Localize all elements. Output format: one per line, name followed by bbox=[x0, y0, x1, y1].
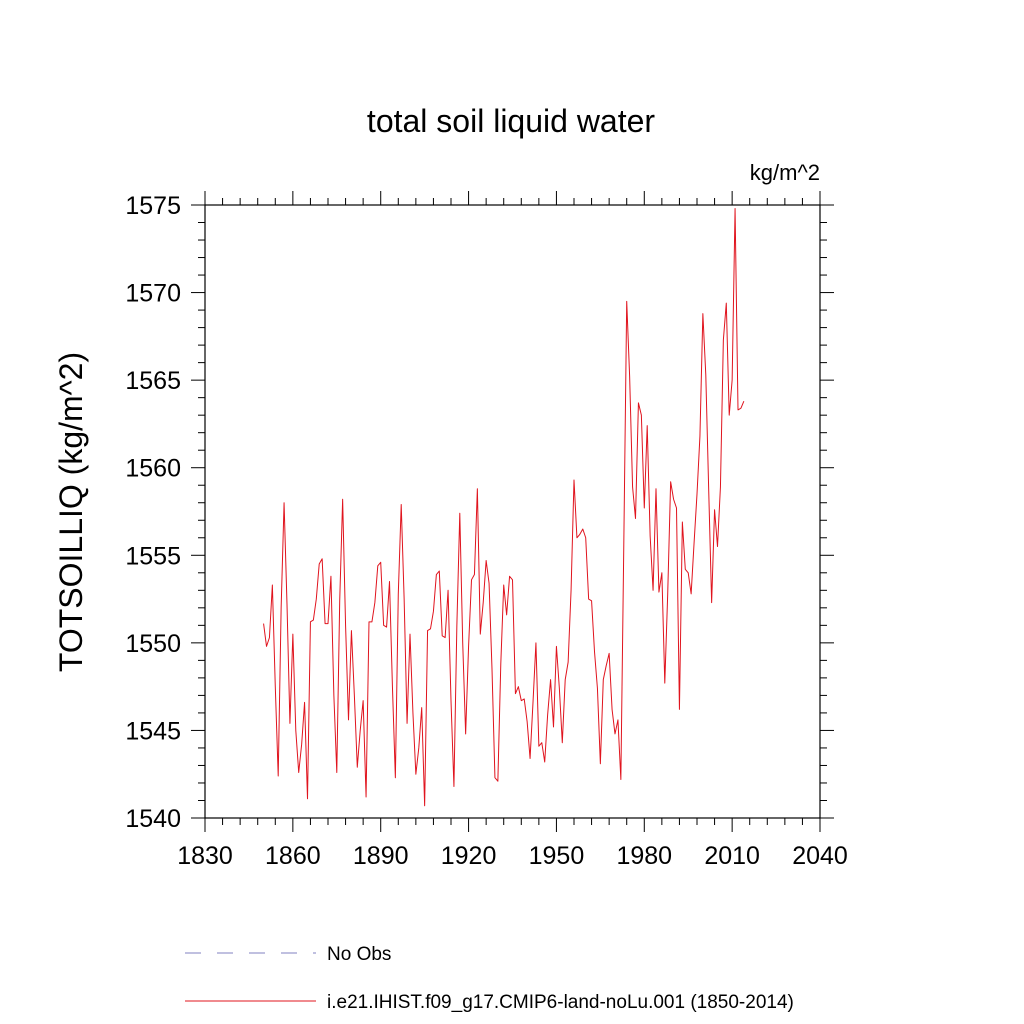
x-tick-labels: 1830 1860 1890 1920 1950 1980 2010 2040 bbox=[177, 842, 848, 870]
x-tick-label: 1920 bbox=[441, 842, 497, 870]
plot-frame bbox=[204, 204, 821, 819]
axis-ticks bbox=[191, 191, 834, 832]
y-tick-label: 1555 bbox=[125, 542, 181, 570]
series-line-0 bbox=[263, 208, 745, 807]
x-tick-label: 1860 bbox=[265, 842, 321, 870]
series-group bbox=[263, 208, 745, 807]
x-tick-label: 2040 bbox=[792, 842, 848, 870]
y-tick-label: 1545 bbox=[125, 717, 181, 745]
y-tick-label: 1550 bbox=[125, 630, 181, 658]
x-tick-label: 1980 bbox=[616, 842, 672, 870]
y-tick-label: 1575 bbox=[125, 192, 181, 220]
y-tick-label: 1540 bbox=[125, 805, 181, 833]
chart-title: total soil liquid water bbox=[367, 103, 655, 139]
y-tick-label: 1560 bbox=[125, 455, 181, 483]
units-label: kg/m^2 bbox=[750, 160, 820, 185]
x-tick-label: 1890 bbox=[353, 842, 409, 870]
y-tick-labels: 1540 1545 1550 1555 1560 1565 1570 1575 bbox=[125, 192, 181, 833]
legend-label-model: i.e21.IHIST.f09_g17.CMIP6-land-noLu.001 … bbox=[327, 992, 794, 1013]
y-tick-label: 1570 bbox=[125, 280, 181, 308]
x-tick-label: 1830 bbox=[177, 842, 233, 870]
legend: No Obs i.e21.IHIST.f09_g17.CMIP6-land-no… bbox=[185, 944, 794, 1013]
y-axis-label: TOTSOILLIQ (kg/m^2) bbox=[53, 352, 89, 672]
legend-label-no-obs: No Obs bbox=[327, 944, 391, 965]
y-tick-label: 1565 bbox=[125, 367, 181, 395]
x-tick-label: 2010 bbox=[704, 842, 760, 870]
x-tick-label: 1950 bbox=[529, 842, 585, 870]
